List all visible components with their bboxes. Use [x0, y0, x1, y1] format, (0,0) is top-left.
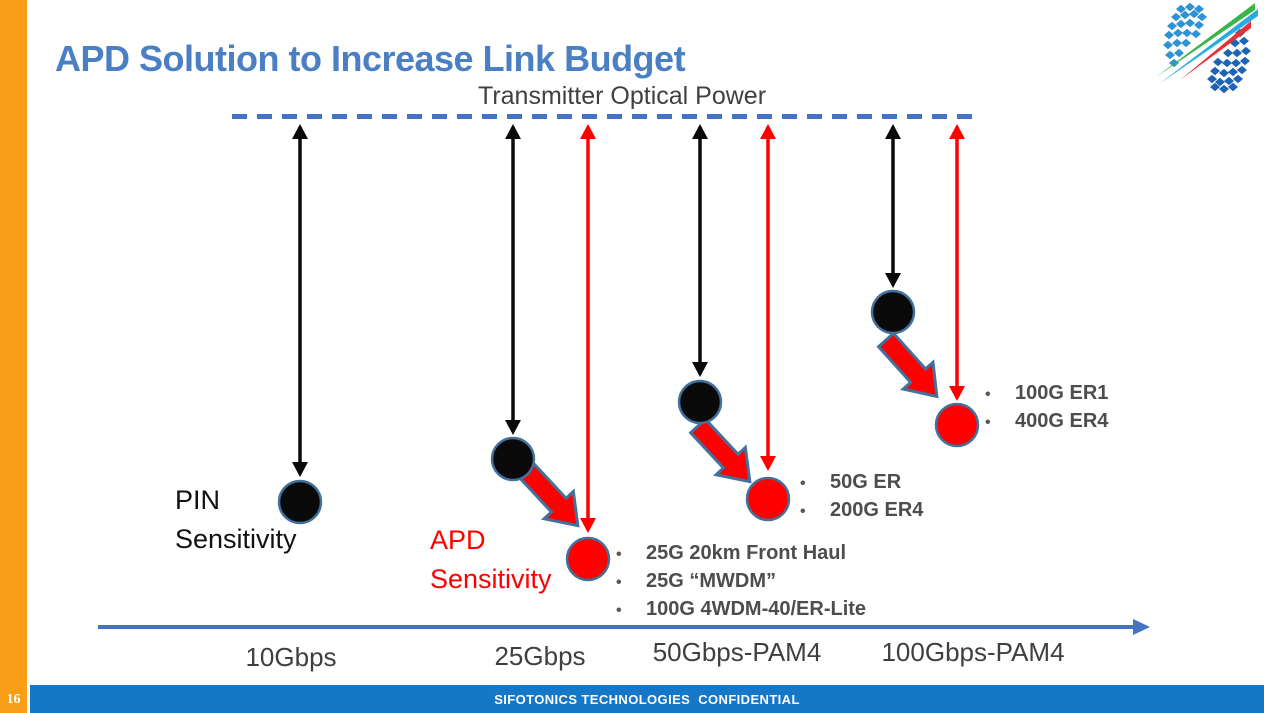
footer-confidential-text: SIFOTONICS TECHNOLOGIES CONFIDENTIAL	[494, 691, 800, 707]
company-logo-icon	[1156, 2, 1258, 94]
apd-label-line2: Sensitivity	[430, 564, 552, 594]
application-list-25g: 25G 20km Front Haul 25G “MWDM” 100G 4WDM…	[616, 540, 866, 624]
pin-sensitivity-circle-10g	[277, 479, 323, 525]
pin-sensitivity-circle-100g	[870, 289, 916, 335]
apd-sensitivity-circle-25g	[565, 536, 611, 582]
improvement-arrow-100g	[876, 331, 939, 399]
slide-title: APD Solution to Increase Link Budget	[55, 38, 686, 80]
improvement-arrow-50g	[688, 417, 752, 484]
logo-green-streak	[1156, 3, 1255, 77]
list-item: 400G ER4	[985, 408, 1108, 436]
list-item: 25G 20km Front Haul	[616, 540, 866, 568]
apd-label-line1: APD	[430, 525, 486, 555]
logo-red-streak	[1180, 21, 1251, 80]
improvement-arrow-25g	[516, 461, 580, 528]
application-list-100g: 100G ER1 400G ER4	[985, 380, 1108, 436]
pin-sensitivity-circle-25g	[490, 436, 536, 482]
list-item: 50G ER	[800, 469, 923, 497]
pin-label-line2: Sensitivity	[175, 524, 297, 554]
logo-cyan-streak	[1159, 9, 1258, 84]
list-item: 100G 4WDM-40/ER-Lite	[616, 596, 866, 624]
apd-sensitivity-circle-100g	[934, 402, 980, 448]
transmitter-power-dashed-line	[232, 114, 977, 119]
footer-bar: SIFOTONICS TECHNOLOGIES CONFIDENTIAL	[30, 685, 1264, 713]
application-list-50g: 50G ER 200G ER4	[800, 469, 923, 525]
list-item: 200G ER4	[800, 497, 923, 525]
axis-label-25gbps: 25Gbps	[494, 641, 586, 671]
page-number: 16	[6, 692, 21, 707]
pin-sensitivity-label: PIN Sensitivity	[175, 481, 297, 559]
list-item: 100G ER1	[985, 380, 1108, 408]
axis-label-10gbps: 10Gbps	[245, 642, 337, 672]
axis-label-50gbps-pam4: 50Gbps-PAM4	[652, 637, 822, 667]
axis-label-100gbps-pam4: 100Gbps-PAM4	[881, 637, 1065, 667]
left-accent-bar	[0, 0, 27, 713]
pin-sensitivity-circle-50g	[677, 379, 723, 425]
pin-label-line1: PIN	[175, 485, 221, 515]
apd-sensitivity-label: APD Sensitivity	[430, 521, 552, 599]
transmitter-power-label: Transmitter Optical Power	[477, 82, 767, 110]
apd-sensitivity-circle-50g	[745, 476, 791, 522]
list-item: 25G “MWDM”	[616, 568, 866, 596]
